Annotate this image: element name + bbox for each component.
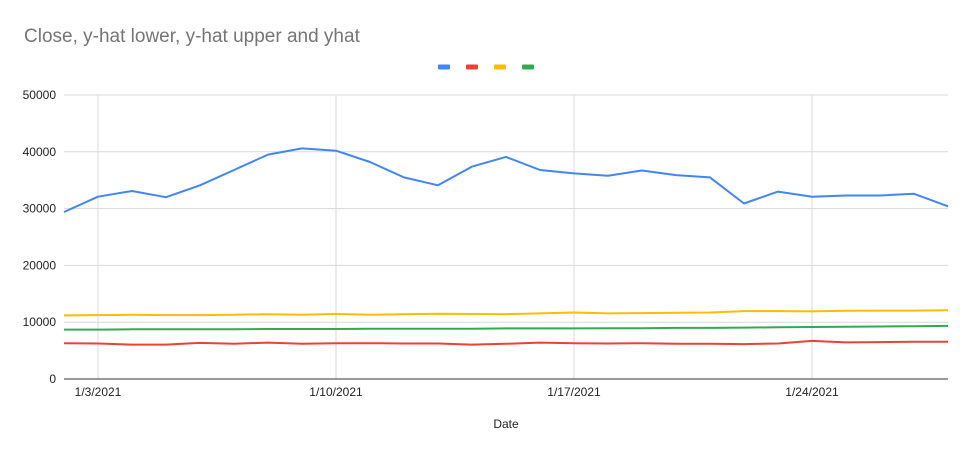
series-line-2 bbox=[63, 339, 948, 346]
legend[interactable] bbox=[438, 64, 534, 70]
legend-swatch-3[interactable] bbox=[494, 64, 506, 70]
x-tick-label: 1/24/2021 bbox=[785, 385, 839, 399]
y-axis-ticks: 0 10000 20000 30000 40000 50000 bbox=[23, 88, 57, 386]
x-tick-label: 1/3/2021 bbox=[75, 385, 122, 399]
y-tick-label: 40000 bbox=[23, 145, 57, 159]
x-tick-label: 1/10/2021 bbox=[309, 385, 363, 399]
y-tick-label: 0 bbox=[49, 372, 56, 386]
legend-swatch-1[interactable] bbox=[438, 64, 450, 70]
gridlines bbox=[64, 94, 948, 379]
series-line-3 bbox=[63, 309, 949, 317]
legend-swatch-2[interactable] bbox=[466, 64, 478, 70]
series-line-1 bbox=[63, 147, 949, 213]
x-axis-label: Date bbox=[493, 417, 519, 431]
y-tick-label: 10000 bbox=[23, 315, 57, 329]
y-tick-label: 20000 bbox=[23, 258, 57, 272]
x-axis-ticks: 1/3/2021 1/10/2021 1/17/2021 1/24/2021 bbox=[75, 385, 839, 399]
series-line-4 bbox=[64, 324, 949, 331]
x-tick-label: 1/17/2021 bbox=[547, 385, 601, 399]
series-lines bbox=[63, 147, 949, 346]
y-tick-label: 30000 bbox=[23, 202, 57, 216]
legend-swatch-4[interactable] bbox=[522, 64, 534, 70]
y-tick-label: 50000 bbox=[23, 88, 57, 102]
chart-title: Close, y-hat lower, y-hat upper and yhat bbox=[24, 26, 361, 47]
